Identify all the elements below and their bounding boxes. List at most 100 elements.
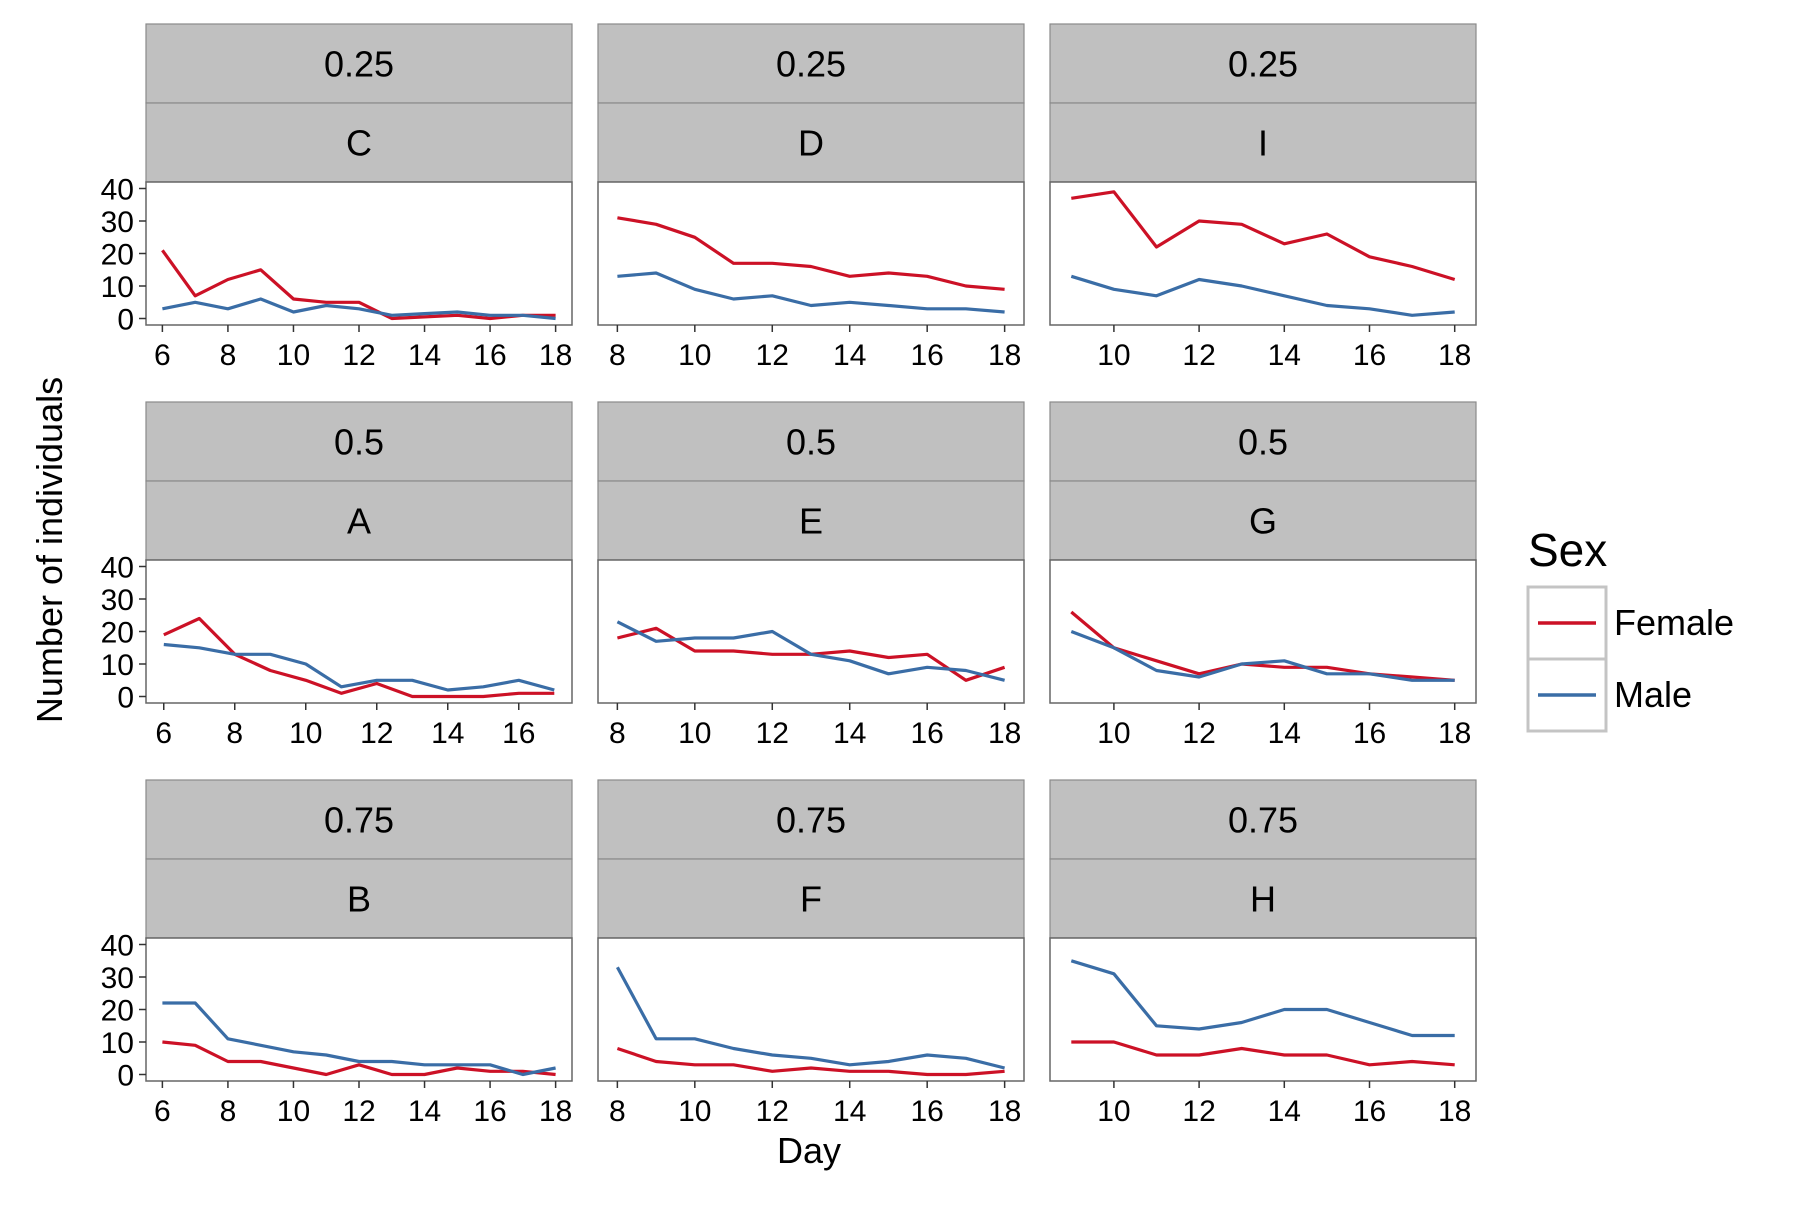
- panel-plot-area: [597, 559, 1025, 704]
- series-line-male: [616, 620, 1005, 682]
- facet-strip-top-label: 0.5: [786, 422, 836, 463]
- facet-strip-top: [1049, 23, 1477, 104]
- y-tick-label: 30: [101, 962, 134, 995]
- facet-strip-bottom-label: E: [799, 501, 823, 542]
- x-tick-label: 12: [756, 717, 789, 750]
- series-line-female: [1070, 610, 1455, 682]
- facet-strip-bottom-label: D: [798, 123, 824, 164]
- x-tick-label: 18: [539, 339, 572, 372]
- series-line-male: [1070, 630, 1455, 682]
- y-tick-label: 20: [101, 617, 134, 650]
- facet-strip-top-label: 0.5: [334, 422, 384, 463]
- x-tick-label: 6: [154, 339, 171, 372]
- y-tick-label: 40: [101, 930, 134, 963]
- y-tick-label: 30: [101, 584, 134, 617]
- facet-strip-top-label: 0.75: [1228, 800, 1298, 841]
- x-tick-label: 10: [678, 1095, 711, 1128]
- x-tick-label: 12: [342, 1095, 375, 1128]
- x-tick-label: 16: [1353, 1095, 1386, 1128]
- facet-strip-top: [145, 401, 573, 482]
- facet-strip-top: [145, 23, 573, 104]
- x-tick-label: 10: [277, 1095, 310, 1128]
- x-tick-label: 14: [1268, 339, 1301, 372]
- x-tick-label: 6: [155, 717, 172, 750]
- x-tick-label: 14: [833, 1095, 866, 1128]
- panel-plot-area: [1049, 559, 1477, 704]
- x-tick-label: 12: [342, 339, 375, 372]
- x-tick-label: 12: [1182, 717, 1215, 750]
- legend-label: Male: [1614, 674, 1692, 715]
- legend-title: Sex: [1528, 524, 1607, 576]
- series-line-female: [161, 249, 556, 321]
- y-tick-label: 20: [101, 995, 134, 1028]
- x-tick-label: 16: [473, 1095, 506, 1128]
- facet-strip-top: [1049, 401, 1477, 482]
- x-tick-label: 18: [1438, 1095, 1471, 1128]
- y-tick-label: 20: [101, 239, 134, 272]
- facet-strip-bottom-label: H: [1250, 879, 1276, 920]
- x-tick-label: 8: [609, 1095, 626, 1128]
- y-tick-label: 30: [101, 206, 134, 239]
- facet-strip-top-label: 0.25: [1228, 44, 1298, 85]
- x-tick-label: 6: [154, 1095, 171, 1128]
- facet-strip-top: [145, 779, 573, 860]
- facet-strip-bottom-label: B: [347, 879, 371, 920]
- facet-strip-bottom: [597, 102, 1025, 183]
- series-line-male: [162, 1001, 556, 1077]
- x-tick-label: 12: [1182, 339, 1215, 372]
- x-tick-label: 12: [360, 717, 393, 750]
- x-tick-label: 8: [220, 1095, 237, 1128]
- x-tick-label: 16: [1353, 717, 1386, 750]
- y-tick-label: 0: [117, 304, 134, 337]
- facet-strip-top: [597, 401, 1025, 482]
- panel-plot-area: [1049, 937, 1477, 1082]
- y-tick-label: 40: [101, 174, 134, 207]
- facet-strip-bottom: [1049, 102, 1477, 183]
- x-tick-label: 14: [431, 717, 464, 750]
- series-line-male: [1070, 274, 1455, 317]
- facet-strip-bottom-label: A: [347, 501, 371, 542]
- x-tick-label: 8: [609, 339, 626, 372]
- y-tick-label: 10: [101, 649, 134, 682]
- x-tick-label: 18: [1438, 339, 1471, 372]
- facet-strip-top-label: 0.75: [324, 800, 394, 841]
- x-tick-label: 10: [678, 717, 711, 750]
- x-tick-label: 8: [226, 717, 243, 750]
- facet-strip-bottom-label: C: [346, 123, 372, 164]
- y-tick-label: 0: [117, 1060, 134, 1093]
- series-line-female: [162, 1040, 556, 1077]
- x-tick-label: 14: [1268, 1095, 1301, 1128]
- x-tick-label: 14: [408, 1095, 441, 1128]
- y-axis-title: Number of individuals: [29, 377, 70, 723]
- facet-strip-bottom: [145, 858, 573, 939]
- series-line-female: [617, 216, 1005, 291]
- x-tick-label: 18: [988, 717, 1021, 750]
- facet-strip-bottom: [145, 480, 573, 561]
- x-tick-label: 10: [1097, 339, 1130, 372]
- x-tick-label: 18: [539, 1095, 572, 1128]
- x-tick-label: 10: [678, 339, 711, 372]
- series-line-female: [616, 1046, 1005, 1077]
- x-tick-label: 10: [277, 339, 310, 372]
- x-tick-label: 12: [756, 1095, 789, 1128]
- x-tick-label: 14: [833, 339, 866, 372]
- x-tick-label: 16: [910, 717, 943, 750]
- facet-strip-top-label: 0.25: [324, 44, 394, 85]
- series-line-female: [163, 616, 555, 699]
- x-tick-label: 10: [1097, 717, 1130, 750]
- x-tick-label: 18: [1438, 717, 1471, 750]
- series-line-female: [1071, 1040, 1455, 1067]
- x-tick-label: 14: [408, 339, 441, 372]
- x-axis-title: Day: [777, 1130, 841, 1171]
- series-line-male: [617, 271, 1005, 314]
- facet-strip-bottom: [145, 102, 573, 183]
- x-tick-label: 18: [988, 1095, 1021, 1128]
- facet-strip-bottom: [1049, 480, 1477, 561]
- y-tick-label: 0: [117, 682, 134, 715]
- x-tick-label: 14: [1268, 717, 1301, 750]
- facet-strip-bottom-label: G: [1249, 501, 1277, 542]
- x-tick-label: 16: [473, 339, 506, 372]
- series-line-male: [615, 966, 1005, 1070]
